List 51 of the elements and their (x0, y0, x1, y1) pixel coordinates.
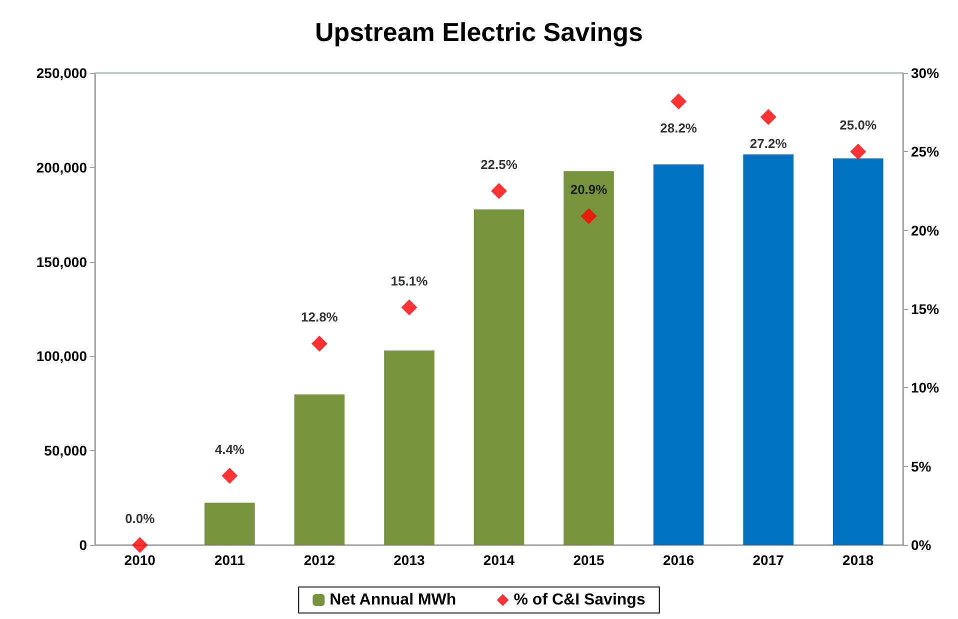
x-tick-label: 2010 (124, 552, 156, 568)
x-tick-label: 2012 (304, 552, 336, 568)
x-tick-label: 2015 (573, 552, 605, 568)
point (580, 208, 597, 224)
y2-tick-label: 25% (911, 144, 940, 160)
bar (743, 154, 794, 545)
bar (832, 158, 884, 545)
data-label: 20.9% (570, 182, 608, 198)
y-tick-label: 200,000 (36, 159, 88, 176)
bar (294, 394, 345, 545)
x-tick-label: 2017 (752, 552, 784, 568)
y-tick-label: 0 (79, 537, 88, 553)
bar (474, 209, 524, 545)
point (132, 537, 148, 553)
y2-tick-label: 5% (911, 458, 932, 474)
y-tick-label: 150,000 (36, 254, 88, 270)
point (760, 109, 776, 126)
bar (653, 164, 704, 545)
data-label: 15.1% (390, 273, 428, 288)
point (491, 183, 507, 199)
y2-tick-label: 15% (911, 301, 940, 317)
x-tick-label: 2016 (662, 552, 694, 568)
legend-label: % of C&I Savings (514, 592, 646, 608)
point (850, 144, 866, 160)
point (311, 336, 328, 352)
x-tick-label: 2018 (842, 552, 874, 568)
x-tick-label: 2014 (483, 552, 515, 568)
bar (384, 350, 434, 545)
data-label: 25.0% (840, 118, 877, 133)
bar (204, 502, 255, 545)
x-tick-label: 2011 (214, 552, 246, 568)
y-tick-label: 250,000 (36, 65, 88, 81)
data-label: 4.4% (214, 442, 245, 457)
y2-tick-label: 20% (911, 222, 940, 238)
data-label: 12.8% (301, 310, 338, 325)
x-tick-label: 2013 (394, 552, 425, 568)
data-label: 27.2% (750, 136, 788, 152)
y2-tick-label: 10% (911, 380, 940, 396)
point (670, 93, 687, 110)
data-label: 22.5% (480, 157, 518, 172)
data-label: 0.0% (125, 511, 156, 526)
chart-title: Upstream Electric Savings (314, 17, 644, 47)
y-tick-label: 100,000 (36, 348, 88, 364)
y2-tick-label: 30% (911, 65, 940, 81)
bar (564, 171, 614, 545)
y2-tick-label: 0% (911, 537, 932, 553)
point (222, 468, 238, 484)
data-label: 28.2% (660, 120, 698, 136)
y-tick-label: 50,000 (44, 442, 88, 459)
point (401, 299, 418, 316)
legend-label: Net Annual MWh (330, 592, 456, 608)
